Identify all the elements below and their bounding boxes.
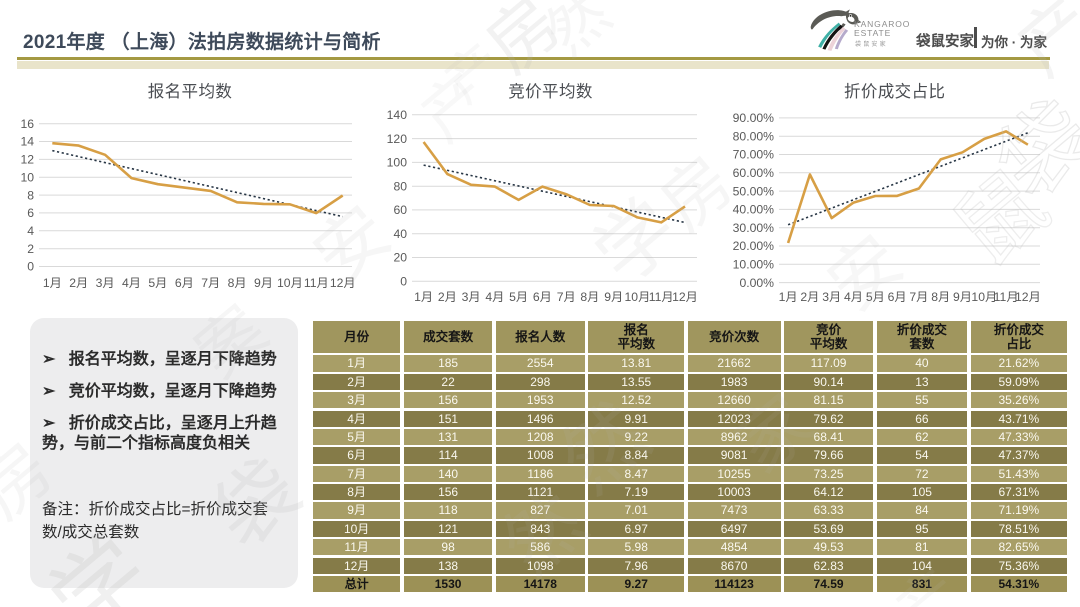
svg-text:120: 120 xyxy=(387,132,408,146)
svg-text:竞价平均数: 竞价平均数 xyxy=(508,82,593,101)
svg-text:6: 6 xyxy=(27,206,34,220)
svg-text:16: 16 xyxy=(20,117,34,131)
svg-text:30.00%: 30.00% xyxy=(733,221,774,235)
svg-text:3月: 3月 xyxy=(822,290,841,304)
svg-text:70.00%: 70.00% xyxy=(733,148,774,162)
svg-text:40.00%: 40.00% xyxy=(733,203,774,217)
svg-text:1月: 1月 xyxy=(414,290,433,304)
svg-text:11月: 11月 xyxy=(304,276,329,290)
svg-text:90.00%: 90.00% xyxy=(733,111,774,125)
svg-text:2月: 2月 xyxy=(800,290,819,304)
svg-text:0: 0 xyxy=(400,275,407,289)
svg-text:11月: 11月 xyxy=(994,290,1019,304)
svg-text:7月: 7月 xyxy=(557,290,576,304)
svg-text:9月: 9月 xyxy=(604,290,623,304)
svg-text:折价成交占比: 折价成交占比 xyxy=(844,82,945,101)
svg-text:80: 80 xyxy=(393,179,407,193)
svg-text:8: 8 xyxy=(27,188,34,202)
svg-text:11月: 11月 xyxy=(649,290,674,304)
svg-text:20: 20 xyxy=(393,251,407,265)
svg-text:0: 0 xyxy=(27,260,34,274)
svg-text:3月: 3月 xyxy=(96,276,115,290)
svg-text:6月: 6月 xyxy=(175,276,194,290)
svg-text:2: 2 xyxy=(27,242,34,256)
svg-text:12: 12 xyxy=(20,153,34,167)
svg-text:80.00%: 80.00% xyxy=(733,129,774,143)
svg-text:10: 10 xyxy=(20,170,34,184)
svg-text:10月: 10月 xyxy=(277,276,303,290)
svg-text:60.00%: 60.00% xyxy=(733,166,774,180)
svg-text:2月: 2月 xyxy=(69,276,88,290)
svg-text:10月: 10月 xyxy=(971,290,997,304)
svg-text:14: 14 xyxy=(20,135,34,149)
svg-text:50.00%: 50.00% xyxy=(733,184,774,198)
svg-text:4: 4 xyxy=(27,224,34,238)
svg-text:0.00%: 0.00% xyxy=(739,276,774,290)
svg-text:报名平均数: 报名平均数 xyxy=(148,82,233,101)
svg-text:10月: 10月 xyxy=(625,290,651,304)
svg-text:8月: 8月 xyxy=(931,290,950,304)
svg-text:9月: 9月 xyxy=(254,276,273,290)
svg-text:60: 60 xyxy=(393,203,407,217)
svg-text:7月: 7月 xyxy=(201,276,220,290)
svg-text:2月: 2月 xyxy=(438,290,457,304)
svg-text:6月: 6月 xyxy=(888,290,907,304)
svg-text:7月: 7月 xyxy=(909,290,928,304)
svg-text:100: 100 xyxy=(387,156,408,170)
svg-text:140: 140 xyxy=(387,108,408,122)
svg-text:4月: 4月 xyxy=(485,290,504,304)
svg-text:8月: 8月 xyxy=(228,276,247,290)
svg-text:6月: 6月 xyxy=(533,290,552,304)
svg-text:5月: 5月 xyxy=(509,290,528,304)
svg-text:9月: 9月 xyxy=(953,290,972,304)
svg-text:4月: 4月 xyxy=(122,276,141,290)
svg-text:12月: 12月 xyxy=(1015,290,1041,304)
svg-text:20.00%: 20.00% xyxy=(733,239,774,253)
svg-text:8月: 8月 xyxy=(580,290,599,304)
svg-text:3月: 3月 xyxy=(462,290,481,304)
svg-text:40: 40 xyxy=(393,227,407,241)
svg-text:10.00%: 10.00% xyxy=(733,258,774,272)
svg-text:12月: 12月 xyxy=(672,290,698,304)
svg-text:1月: 1月 xyxy=(43,276,62,290)
svg-text:5月: 5月 xyxy=(148,276,167,290)
svg-text:5月: 5月 xyxy=(866,290,885,304)
svg-text:1月: 1月 xyxy=(779,290,798,304)
svg-text:12月: 12月 xyxy=(330,276,356,290)
svg-text:4月: 4月 xyxy=(844,290,863,304)
